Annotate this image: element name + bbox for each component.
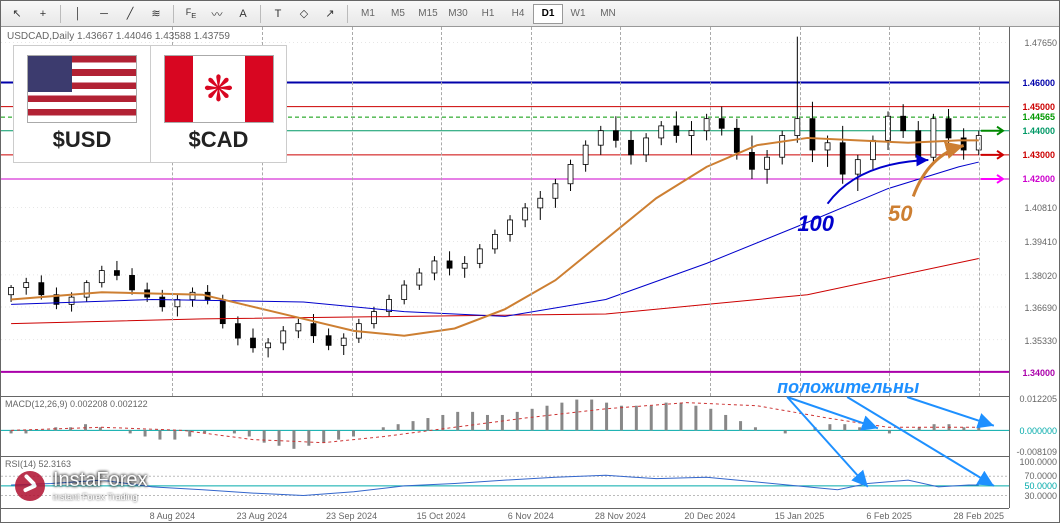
time-axis: 8 Aug 2024 23 Aug 2024 23 Sep 2024 15 Oct 2…: [1, 508, 1009, 522]
timeframe-w1[interactable]: W1: [563, 4, 593, 24]
cursor-tool[interactable]: ↖: [5, 4, 29, 24]
label-tool[interactable]: T: [266, 4, 290, 24]
price-label: 1.42000: [1020, 174, 1057, 184]
symbol-label: USDCAD,Daily 1.43667 1.44046 1.43588 1.4…: [7, 31, 230, 42]
arrows-tool[interactable]: ↗: [318, 4, 342, 24]
price-label: 1.47650: [1024, 38, 1057, 48]
timeframe-d1[interactable]: D1: [533, 4, 563, 24]
watermark-brand: InstaForex: [53, 469, 147, 492]
price-label: 1.36690: [1024, 303, 1057, 313]
wave-tool[interactable]: 〰: [205, 4, 229, 24]
date-label: 8 Aug 2024: [150, 511, 196, 521]
macd-label: MACD(12,26,9) 0.002208 0.002122: [5, 399, 148, 409]
watermark: InstaForex instant Forex Trading: [15, 469, 147, 502]
price-label: 1.39410: [1024, 237, 1057, 247]
macd-tick: -0.008109: [1016, 447, 1057, 457]
crosshair-tool[interactable]: +: [31, 4, 55, 24]
text-tool[interactable]: A: [231, 4, 255, 24]
date-label: 15 Jan 2025: [775, 511, 825, 521]
price-label: 1.38020: [1024, 271, 1057, 281]
rsi-pane[interactable]: RSI(14) 52.3163: [1, 457, 1009, 510]
price-axis: 1.47650 1.46000 1.450001.44565 1.44000 1.430…: [1009, 27, 1059, 508]
date-label: 23 Aug 2024: [237, 511, 288, 521]
macd-pane[interactable]: MACD(12,26,9) 0.002208 0.002122: [1, 397, 1009, 457]
price-label: 1.43000: [1020, 150, 1057, 160]
price-label: 1.45000: [1020, 102, 1057, 112]
date-label: 28 Feb 2025: [953, 511, 1004, 521]
date-label: 6 Nov 2024: [508, 511, 554, 521]
trendline-tool[interactable]: ╱: [118, 4, 142, 24]
fib-tool[interactable]: FE: [179, 4, 203, 24]
macd-tick: 0.000000: [1019, 426, 1057, 436]
date-label: 15 Oct 2024: [417, 511, 466, 521]
instaforex-logo-icon: [15, 471, 45, 501]
date-label: 20 Dec 2024: [684, 511, 735, 521]
toolbar: ↖ + │ ─ ╱ ≋ FE 〰 A T ◇ ↗ M1M5M15M30H1H4D…: [1, 1, 1059, 27]
price-label: 1.40810: [1024, 203, 1057, 213]
ma-label-100: 100: [797, 211, 834, 237]
price-label: 1.34000: [1020, 368, 1057, 378]
flag-ca: ❋: [164, 55, 274, 123]
price-label: 1.46000: [1020, 78, 1057, 88]
flag-us: [27, 55, 137, 123]
timeframe-m1[interactable]: M1: [353, 4, 383, 24]
rsi-tick: 70.0000: [1024, 471, 1057, 481]
timeframe-h1[interactable]: H1: [473, 4, 503, 24]
price-label: 1.44000: [1020, 126, 1057, 136]
shapes-tool[interactable]: ◇: [292, 4, 316, 24]
price-label: 1.35330: [1024, 336, 1057, 346]
rsi-tick: 30.0000: [1024, 491, 1057, 501]
timeframe-m15[interactable]: M15: [413, 4, 443, 24]
watermark-tag: instant Forex Trading: [53, 492, 147, 502]
timeframe-mn[interactable]: MN: [593, 4, 623, 24]
ma-label-50: 50: [888, 201, 912, 227]
ticker-flags: $USD ❋ $CAD: [13, 45, 287, 163]
annotation-positive: положительны: [777, 377, 919, 398]
macd-tick: 0.012205: [1019, 394, 1057, 404]
channel-tool[interactable]: ≋: [144, 4, 168, 24]
date-label: 23 Sep 2024: [326, 511, 377, 521]
timeframe-m5[interactable]: M5: [383, 4, 413, 24]
price-label: 1.44565: [1020, 112, 1057, 122]
date-label: 6 Feb 2025: [866, 511, 912, 521]
timeframe-h4[interactable]: H4: [503, 4, 533, 24]
date-label: 28 Nov 2024: [595, 511, 646, 521]
currency-usd: $USD: [53, 127, 112, 153]
vline-tool[interactable]: │: [66, 4, 90, 24]
currency-cad: $CAD: [189, 127, 249, 153]
hline-tool[interactable]: ─: [92, 4, 116, 24]
rsi-tick: 100.0000: [1019, 457, 1057, 467]
rsi-tick: 50.0000: [1024, 481, 1057, 491]
timeframe-bar: M1M5M15M30H1H4D1W1MN: [353, 4, 623, 24]
rsi-label: RSI(14) 52.3163: [5, 459, 71, 469]
timeframe-m30[interactable]: M30: [443, 4, 473, 24]
